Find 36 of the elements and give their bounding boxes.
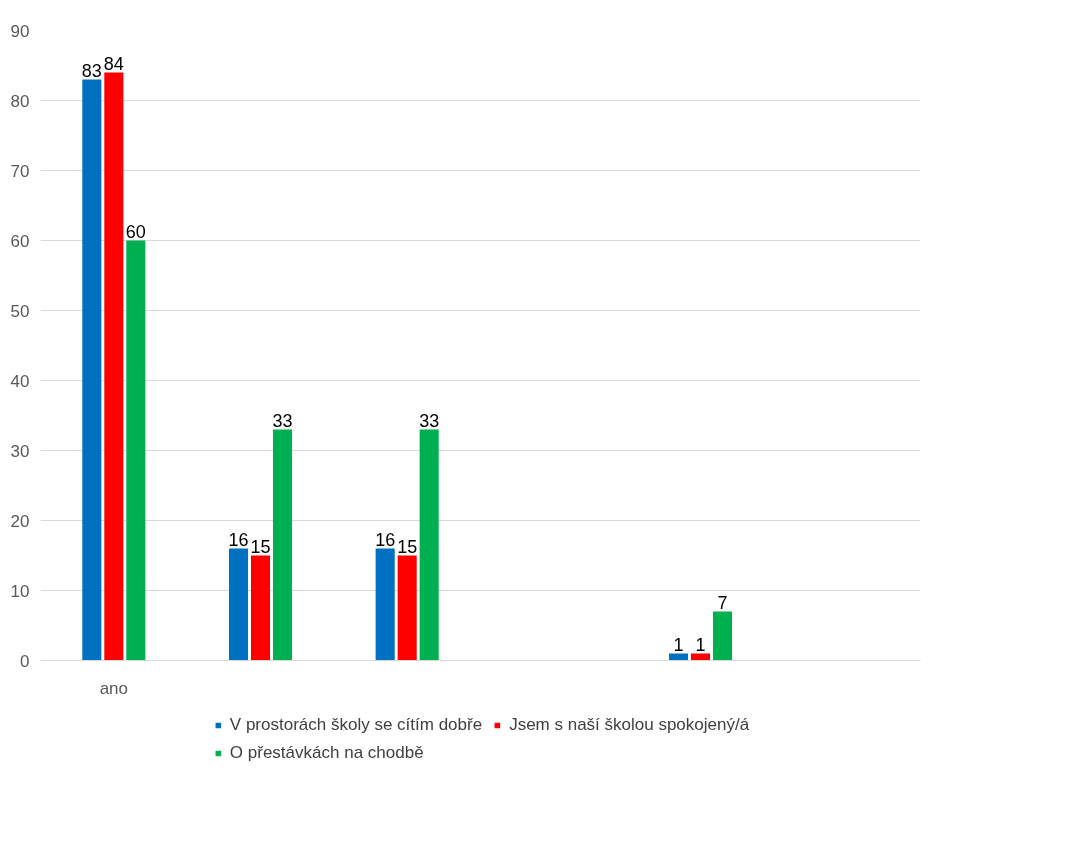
y-tick-label: 30 [10,441,30,461]
bar [375,548,395,661]
data-label: 33 [419,410,440,431]
data-label: 7 [717,592,728,613]
data-label: 1 [673,634,684,655]
y-tick-label: 0 [20,651,30,671]
bar [228,548,249,661]
legend-label: O přestávkách na chodbě [229,743,424,763]
y-tick-label: 50 [10,301,30,321]
y-tick-label: 20 [10,511,30,531]
bar [397,555,417,661]
data-label: 33 [272,410,293,431]
bar [419,429,439,661]
data-label: 15 [397,536,418,557]
data-label: 16 [375,529,396,550]
data-label: 1 [695,634,706,655]
bar [104,72,124,661]
y-tick-label: 60 [10,231,30,251]
y-tick-label: 10 [10,581,30,601]
legend-label: V prostorách školy se cítím dobře [229,715,483,735]
bar [82,79,102,661]
data-label: 16 [228,529,249,550]
data-label: 60 [125,221,146,242]
bar [272,429,293,661]
y-tick-label: 90 [10,21,30,41]
bar [712,611,733,661]
y-tick-label: 80 [10,91,30,111]
data-label: 15 [250,536,271,557]
y-tick-label: 70 [10,161,30,181]
data-label: 83 [81,60,102,81]
bar [126,240,146,661]
x-tick-label: ano [99,678,129,698]
data-label: 84 [103,53,124,74]
bar [250,555,271,661]
legend-label: Jsem s naší školou spokojený/á [509,715,750,735]
y-tick-label: 40 [10,371,30,391]
